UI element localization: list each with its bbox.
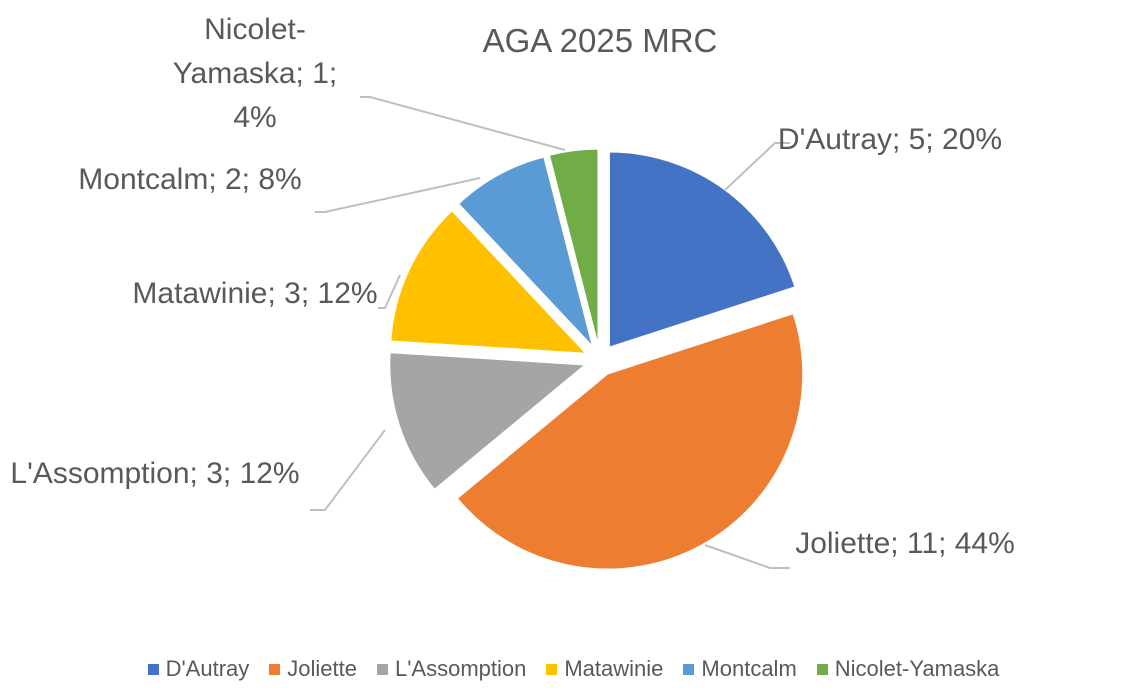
data-label: Joliette; 11; 44% xyxy=(795,527,1015,560)
leader-line xyxy=(315,177,481,213)
legend-swatch xyxy=(269,663,281,675)
legend-item: D'Autray xyxy=(147,656,250,682)
legend-swatch xyxy=(816,663,828,675)
legend: D'Autray Joliette L'Assomption Matawinie Mon… xyxy=(0,656,1147,682)
data-label: Montcalm; 2; 8% xyxy=(78,163,302,196)
pie-slice xyxy=(389,352,587,490)
data-label: Nicolet-Yamaska; 1; 4% xyxy=(172,13,338,134)
legend-label: Joliette xyxy=(287,656,357,681)
legend-label: Matawinie xyxy=(564,656,664,681)
leader-line xyxy=(724,142,790,191)
legend-label: D'Autray xyxy=(165,656,250,681)
leader-line xyxy=(310,429,386,511)
legend-item: Joliette xyxy=(269,656,357,682)
chart-title: AGA 2025 MRC xyxy=(482,22,718,59)
pie-slice xyxy=(608,151,796,348)
leader-line xyxy=(704,544,790,569)
leader-line xyxy=(378,274,401,309)
data-label: L'Assomption; 3; 12% xyxy=(10,457,300,490)
pie-slice xyxy=(390,210,587,354)
leader-line xyxy=(360,96,566,151)
legend-item: Nicolet-Yamaska xyxy=(816,656,1000,682)
legend-label: Montcalm xyxy=(701,656,797,681)
legend-label: Nicolet-Yamaska xyxy=(834,656,1000,681)
legend-swatch xyxy=(376,663,388,675)
legend-item: L'Assomption xyxy=(376,656,527,682)
legend-item: Montcalm xyxy=(683,656,797,682)
data-label: Matawinie; 3; 12% xyxy=(132,277,378,310)
pie-slice xyxy=(458,156,593,347)
legend-swatch xyxy=(147,663,159,675)
pie-slice xyxy=(548,148,599,345)
data-label: D'Autray; 5; 20% xyxy=(777,123,1003,156)
legend-swatch xyxy=(683,663,695,675)
pie-slice xyxy=(456,313,804,570)
legend-label: L'Assomption xyxy=(394,656,527,681)
legend-item: Matawinie xyxy=(546,656,663,682)
legend-swatch xyxy=(546,663,558,675)
